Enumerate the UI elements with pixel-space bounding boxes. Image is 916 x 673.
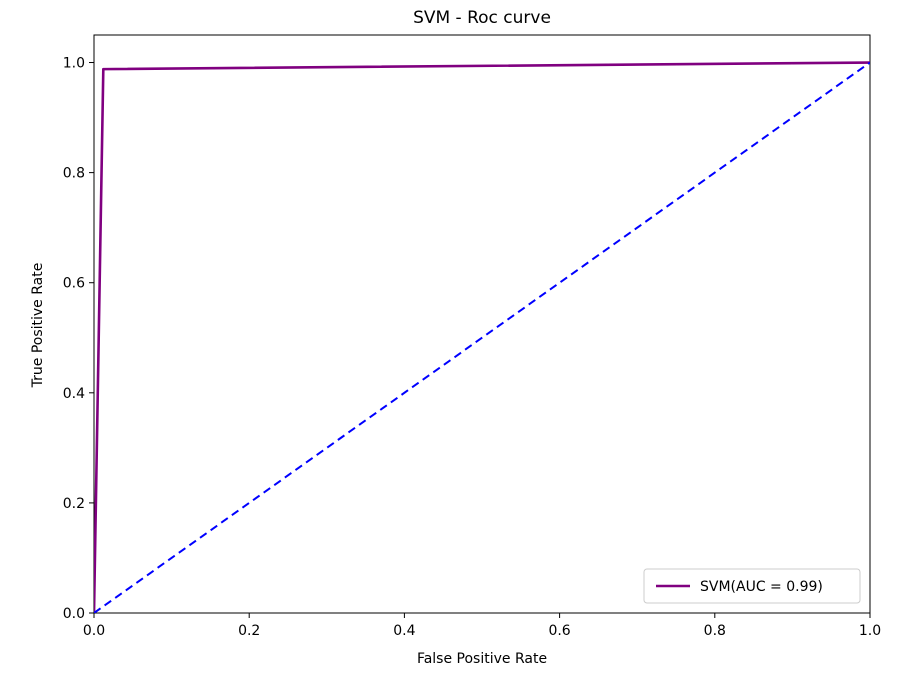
y-axis-label: True Positive Rate: [30, 263, 46, 389]
y-axis-ticks: 0.0 0.2 0.4 0.6 0.8 1.0: [63, 56, 94, 622]
x-axis-label: False Positive Rate: [417, 651, 547, 667]
x-tick-label: 0.2: [238, 623, 260, 639]
x-tick-label: 0.0: [83, 623, 105, 639]
y-tick-label: 0.2: [63, 496, 85, 512]
roc-curve-line: [94, 61, 870, 613]
x-tick-label: 0.6: [548, 623, 570, 639]
x-tick-label: 0.8: [704, 623, 726, 639]
plot-area: [93, 34, 871, 614]
y-tick-label: 0.0: [63, 606, 85, 622]
y-tick-label: 1.0: [63, 56, 85, 72]
legend-entry-label: SVM(AUC = 0.99): [700, 579, 823, 595]
legend: SVM(AUC = 0.99): [643, 568, 861, 604]
y-tick-label: 0.6: [63, 276, 85, 292]
legend-box: [643, 568, 861, 604]
chart-title: SVM - Roc curve: [413, 8, 551, 28]
x-tick-label: 1.0: [859, 623, 881, 639]
diagonal-reference-line: [94, 61, 870, 613]
x-axis-ticks: 0.0 0.2 0.4 0.6 0.8 1.0: [83, 613, 881, 639]
axes-frame: [93, 34, 871, 614]
y-tick-label: 0.8: [63, 166, 85, 182]
x-tick-label: 0.4: [393, 623, 415, 639]
y-tick-label: 0.4: [63, 386, 85, 402]
